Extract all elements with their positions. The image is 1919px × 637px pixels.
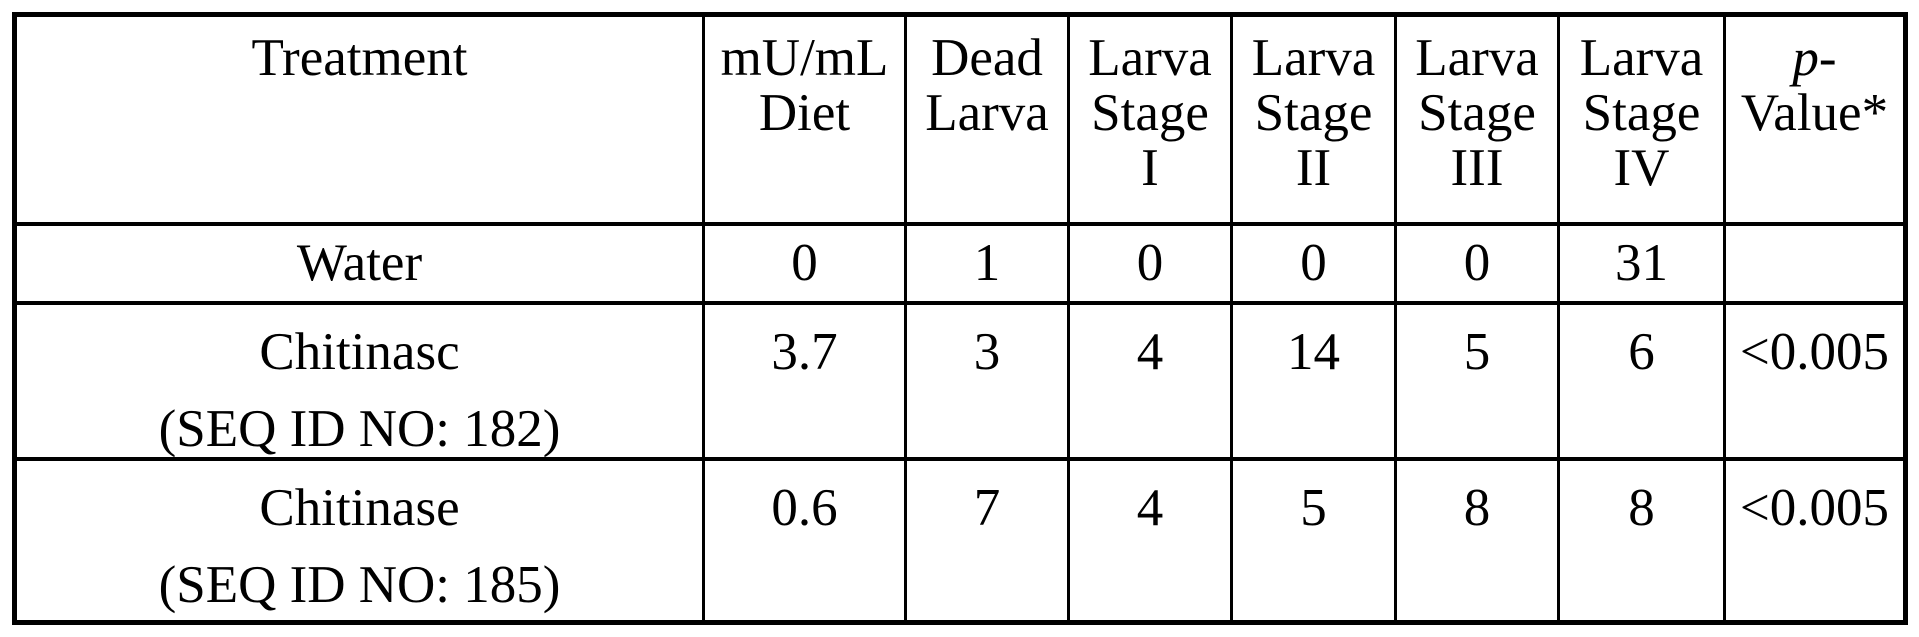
header-p-value-line2: Value* bbox=[1740, 84, 1889, 142]
header-mu-ml-diet: mU/mL Diet bbox=[702, 12, 907, 226]
cell-182-mu-ml: 3.7 bbox=[702, 301, 907, 461]
cell-water-stage-1: 0 bbox=[1067, 222, 1233, 305]
header-treatment: Treatment bbox=[13, 12, 705, 226]
cell-water-mu-ml: 0 bbox=[702, 222, 907, 305]
cell-water-dead-larva: 1 bbox=[904, 222, 1070, 305]
cell-water-treatment: Water bbox=[13, 222, 705, 305]
cell-water-stage-2: 0 bbox=[1230, 222, 1397, 305]
cell-185-mu-ml: 0.6 bbox=[702, 457, 907, 625]
cell-182-stage-3: 5 bbox=[1394, 301, 1560, 461]
cell-185-stage-4: 8 bbox=[1557, 457, 1726, 625]
cell-185-stage-1: 4 bbox=[1067, 457, 1233, 625]
cell-185-stage-2: 5 bbox=[1230, 457, 1397, 625]
header-row: Treatment mU/mL Diet Dead Larva Larva St… bbox=[13, 12, 1907, 226]
header-larva-stage-2: Larva Stage II bbox=[1230, 12, 1397, 226]
cell-185-dead-larva: 7 bbox=[904, 457, 1070, 625]
header-treatment-label: Treatment bbox=[251, 29, 468, 87]
header-larva-stage-1: Larva Stage I bbox=[1067, 12, 1233, 226]
table-row-chitinase-182: Chitinasc (SEQ ID NO: 182) 3.7 3 4 14 5 … bbox=[13, 301, 1907, 461]
cell-182-stage-2: 14 bbox=[1230, 301, 1397, 461]
treatment-name: Chitinase bbox=[259, 479, 460, 537]
cell-water-stage-3: 0 bbox=[1394, 222, 1560, 305]
cell-182-p-value: <0.005 bbox=[1723, 301, 1907, 461]
treatment-seq-id: (SEQ ID NO: 182) bbox=[158, 400, 561, 458]
header-dead-larva: Dead Larva bbox=[904, 12, 1070, 226]
treatment-name: Chitinasc bbox=[259, 323, 460, 381]
header-larva-stage-4: Larva Stage IV bbox=[1557, 12, 1726, 226]
treatment-results-table: Treatment mU/mL Diet Dead Larva Larva St… bbox=[12, 12, 1908, 625]
table-row-chitinase-185: Chitinase (SEQ ID NO: 185) 0.6 7 4 5 8 8… bbox=[13, 457, 1907, 625]
cell-182-dead-larva: 3 bbox=[904, 301, 1070, 461]
header-p-value-line1: p- bbox=[1792, 29, 1837, 87]
cell-182-stage-4: 6 bbox=[1557, 301, 1726, 461]
cell-water-stage-4: 31 bbox=[1557, 222, 1726, 305]
cell-182-stage-1: 4 bbox=[1067, 301, 1233, 461]
treatment-seq-id: (SEQ ID NO: 185) bbox=[158, 556, 561, 614]
cell-185-p-value: <0.005 bbox=[1723, 457, 1907, 625]
cell-185-treatment: Chitinase (SEQ ID NO: 185) bbox=[13, 457, 705, 625]
header-larva-stage-3: Larva Stage III bbox=[1394, 12, 1560, 226]
header-p-value: p- Value* bbox=[1723, 12, 1907, 226]
cell-185-stage-3: 8 bbox=[1394, 457, 1560, 625]
cell-water-p-value bbox=[1723, 222, 1907, 305]
table-row-water: Water 0 1 0 0 0 31 bbox=[13, 222, 1907, 305]
cell-182-treatment: Chitinasc (SEQ ID NO: 182) bbox=[13, 301, 705, 461]
